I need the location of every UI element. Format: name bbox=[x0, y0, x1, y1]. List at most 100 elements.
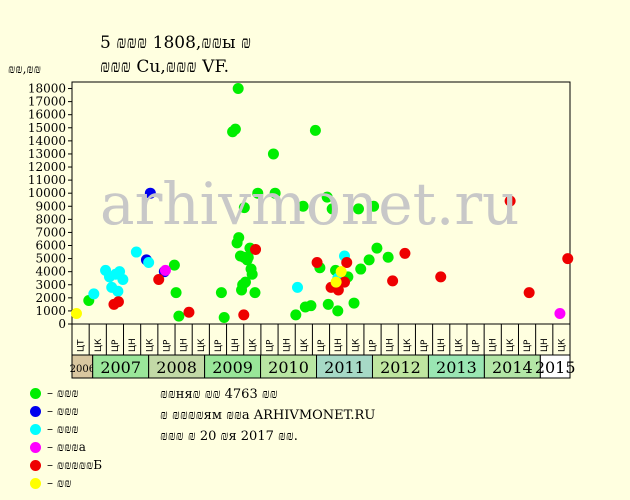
x-sublabel: ЦТ bbox=[77, 339, 87, 352]
data-point bbox=[335, 266, 347, 278]
y-tick-label: 18000 bbox=[28, 82, 66, 96]
scatter-chart: 0100020003000400050006000700080009000100… bbox=[28, 81, 576, 379]
x-sublabel: ЦН bbox=[128, 338, 138, 352]
chart-title-line1: 5 ₪₪₪ 1808,₪₪ы ₪ bbox=[100, 33, 252, 53]
data-point bbox=[239, 276, 251, 288]
data-point bbox=[523, 287, 535, 299]
x-sublabel: ЦК bbox=[351, 338, 361, 352]
x-sublabel: ЦР bbox=[317, 339, 327, 352]
x-sublabel: ЦР bbox=[420, 339, 430, 352]
x-sublabel: ЦК bbox=[506, 338, 516, 352]
data-point bbox=[330, 276, 342, 288]
data-point bbox=[183, 306, 195, 318]
y-tick-label: 11000 bbox=[28, 173, 66, 187]
data-point bbox=[168, 259, 180, 271]
legend-dot bbox=[30, 405, 41, 417]
data-point bbox=[290, 309, 302, 321]
data-point bbox=[173, 310, 185, 322]
x-sublabel: ЦК bbox=[300, 338, 310, 352]
data-point bbox=[399, 247, 411, 259]
data-point bbox=[242, 251, 254, 263]
x-sublabel: ЦН bbox=[489, 338, 499, 352]
note-source: ₪ ₪₪₪₪ям ₪₪а ARHIVMONET.RU bbox=[160, 408, 376, 423]
year-cell bbox=[539, 354, 571, 379]
data-point bbox=[291, 281, 303, 293]
year-label: 2010 bbox=[268, 358, 309, 377]
y-tick-label: 9000 bbox=[35, 199, 66, 213]
x-sublabel: ЦК bbox=[145, 338, 155, 352]
data-point bbox=[309, 124, 321, 136]
data-point bbox=[269, 187, 281, 199]
plot-area bbox=[71, 81, 571, 325]
legend-item: – ₪₪₪₪₪Б bbox=[30, 456, 102, 474]
data-point bbox=[363, 254, 375, 266]
x-sublabel: ЦР bbox=[369, 339, 379, 352]
y-tick-label: 0 bbox=[58, 317, 66, 331]
year-label: 2015 bbox=[535, 358, 576, 377]
y-tick-label: 10000 bbox=[28, 186, 66, 200]
y-tick-label: 8000 bbox=[35, 212, 66, 226]
y-tick-label: 15000 bbox=[28, 121, 66, 135]
x-sublabel: ЦК bbox=[454, 338, 464, 352]
y-tick-label: 4000 bbox=[35, 265, 66, 279]
x-sublabel: ЦР bbox=[472, 339, 482, 352]
legend: – ₪₪₪ – ₪₪₪ – ₪₪₪ – ₪₪₪а – ₪₪₪₪₪Б – ₪₪ bbox=[30, 384, 102, 492]
legend-label: – ₪₪₪ bbox=[47, 421, 79, 436]
data-point bbox=[88, 288, 100, 300]
data-point bbox=[348, 297, 360, 309]
data-point bbox=[311, 257, 323, 269]
data-point bbox=[339, 276, 351, 288]
note-count: ₪₪ня₪ ₪₪ 4763 ₪₪ bbox=[160, 387, 278, 402]
notes: ₪₪ня₪ ₪₪ 4763 ₪₪ ₪ ₪₪₪₪ям ₪₪а ARHIVMONET… bbox=[160, 384, 375, 447]
data-point bbox=[143, 257, 155, 269]
data-point bbox=[117, 274, 129, 286]
x-sublabel: ЦР bbox=[214, 339, 224, 352]
legend-item: – ₪₪₪а bbox=[30, 438, 102, 456]
x-sublabel: ЦН bbox=[386, 338, 396, 352]
data-point bbox=[371, 242, 383, 254]
data-point bbox=[250, 243, 262, 255]
y-axis-label: ₪₪,₪₪ bbox=[8, 62, 41, 76]
data-point bbox=[554, 308, 566, 320]
data-point bbox=[112, 296, 124, 308]
data-point bbox=[332, 305, 344, 317]
data-point bbox=[297, 200, 309, 212]
data-point bbox=[112, 285, 124, 297]
data-point bbox=[215, 287, 227, 299]
x-sublabel: ЦК bbox=[197, 338, 207, 352]
y-tick-label: 7000 bbox=[35, 225, 66, 239]
data-point bbox=[321, 191, 333, 203]
data-point bbox=[322, 298, 334, 310]
year-label: 2007 bbox=[100, 358, 141, 377]
data-point bbox=[246, 268, 258, 280]
note-date: ₪₪₪ ₪ 20 ₪я 2017 ₪₪. bbox=[160, 429, 298, 444]
x-sublabel: ЦР bbox=[265, 339, 275, 352]
data-point bbox=[232, 83, 244, 95]
data-point bbox=[305, 300, 317, 312]
year-label: 2006 bbox=[70, 364, 95, 375]
data-point bbox=[159, 264, 171, 276]
data-point bbox=[70, 308, 82, 320]
data-point bbox=[341, 257, 353, 269]
y-tick-label: 14000 bbox=[28, 134, 66, 148]
data-point bbox=[130, 246, 142, 258]
year-label: 2013 bbox=[436, 358, 477, 377]
data-point bbox=[368, 200, 380, 212]
year-label: 2009 bbox=[212, 358, 253, 377]
y-tick-label: 12000 bbox=[28, 160, 66, 174]
x-sublabel: ЦН bbox=[231, 338, 241, 352]
data-point bbox=[435, 271, 447, 283]
data-point bbox=[238, 309, 250, 321]
year-label: 2012 bbox=[380, 358, 421, 377]
data-point bbox=[229, 123, 241, 135]
data-point bbox=[382, 251, 394, 263]
x-sublabel: ЦР bbox=[162, 339, 172, 352]
legend-label: – ₪₪₪а bbox=[47, 439, 86, 454]
year-label: 2011 bbox=[324, 358, 365, 377]
y-tick-label: 3000 bbox=[35, 278, 66, 292]
y-tick-label: 1000 bbox=[35, 304, 66, 318]
y-tick-label: 17000 bbox=[28, 95, 66, 109]
chart-title-line2: ₪₪₪ Cu,₪₪₪ VF. bbox=[100, 57, 230, 77]
x-sublabel: ЦК bbox=[94, 338, 104, 352]
x-sublabel: ЦН bbox=[437, 338, 447, 352]
